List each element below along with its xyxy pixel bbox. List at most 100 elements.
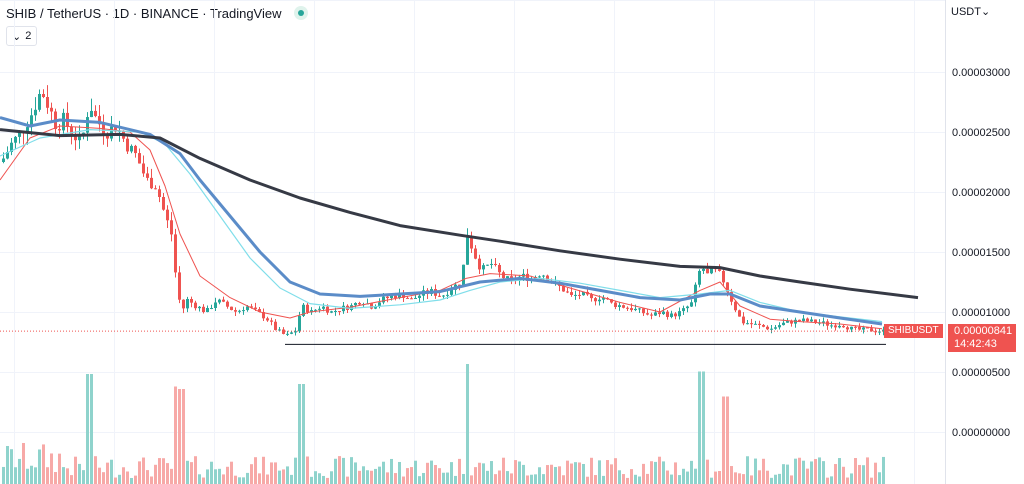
- volume-bar: [166, 463, 169, 484]
- candle-body: [486, 264, 489, 266]
- candle-body: [50, 107, 53, 112]
- volume-bar: [802, 460, 805, 484]
- price-tick-label: 0.00000000: [952, 427, 1010, 439]
- candle-body: [246, 306, 249, 311]
- candle-body: [446, 294, 449, 296]
- volume-bar: [486, 470, 489, 484]
- volume-bar: [706, 459, 709, 484]
- candle-body: [478, 258, 481, 270]
- bar-countdown: 14:42:43: [954, 338, 997, 351]
- candle-body: [662, 311, 665, 315]
- candle-body: [674, 313, 677, 317]
- volume-bar: [694, 468, 697, 484]
- candle-body: [322, 306, 325, 309]
- candle-body: [834, 325, 837, 328]
- volume-bar: [414, 460, 417, 484]
- candle-body: [310, 310, 313, 313]
- moving-average-line: [0, 128, 919, 300]
- volume-bar: [570, 463, 573, 484]
- currency-selector[interactable]: USDT⌄: [951, 5, 990, 18]
- candle-body: [782, 322, 785, 326]
- volume-bar: [598, 460, 601, 484]
- volume-bar: [314, 471, 317, 484]
- candle-body: [202, 306, 205, 313]
- candle-body: [574, 294, 577, 296]
- candle-body: [382, 296, 385, 303]
- volume-bar: [174, 386, 177, 484]
- volume-bar: [154, 464, 157, 484]
- candle-body: [178, 272, 181, 300]
- volume-bar: [270, 462, 273, 484]
- volume-bar: [450, 462, 453, 484]
- volume-bar: [462, 473, 465, 484]
- volume-bar: [322, 475, 325, 484]
- volume-bar: [622, 474, 625, 484]
- volume-bar: [442, 472, 445, 484]
- candle-body: [678, 311, 681, 317]
- candle-body: [142, 163, 145, 174]
- moving-average-line: [0, 125, 883, 330]
- volume-bar: [398, 461, 401, 484]
- candle-body: [406, 297, 409, 299]
- volume-bar: [90, 374, 93, 484]
- candle-body: [798, 319, 801, 322]
- candle-body: [670, 313, 673, 317]
- volume-bar: [782, 464, 785, 484]
- volume-bar: [106, 462, 109, 484]
- volume-bar: [574, 462, 577, 484]
- candle-body: [686, 306, 689, 309]
- candle-body: [754, 323, 757, 325]
- candle-body: [298, 315, 301, 332]
- candle-body: [590, 294, 593, 299]
- volume-bar: [50, 453, 53, 484]
- candle-body: [186, 298, 189, 309]
- volume-bar: [250, 464, 253, 484]
- candle-body: [458, 284, 461, 286]
- volume-bar: [306, 456, 309, 484]
- volume-bar: [222, 474, 225, 484]
- volume-bar: [14, 467, 17, 484]
- price-tick-label: 0.00002500: [952, 127, 1010, 139]
- candle-body: [738, 310, 741, 317]
- candle-body: [702, 268, 705, 271]
- volume-bar: [170, 468, 173, 484]
- volume-bar: [66, 468, 69, 484]
- candle-body: [582, 291, 585, 296]
- volume-bar: [766, 470, 769, 484]
- candle-body: [130, 145, 133, 152]
- candle-body: [766, 326, 769, 330]
- moving-averages: [0, 116, 919, 330]
- volume-bar: [102, 472, 105, 484]
- candle-body: [306, 304, 309, 313]
- volume-bar: [710, 477, 713, 484]
- volume-bar: [374, 468, 377, 484]
- candle-body: [114, 126, 117, 132]
- currency-label: USDT: [951, 6, 981, 18]
- volume-bar: [590, 457, 593, 484]
- volume-bar: [230, 461, 233, 484]
- candle-body: [418, 295, 421, 298]
- volume-bar: [458, 458, 461, 484]
- candle-body: [874, 331, 877, 333]
- candle-body: [746, 323, 749, 325]
- candle-body: [698, 270, 701, 285]
- candle-body: [802, 318, 805, 322]
- candle-body: [394, 295, 397, 299]
- volume-bar: [614, 458, 617, 484]
- volume-bar: [526, 475, 529, 484]
- volume-bar: [682, 468, 685, 484]
- candle-body: [630, 308, 633, 311]
- volume-bar: [606, 460, 609, 484]
- indicators-toggle-button[interactable]: ⌄ 2: [6, 26, 38, 46]
- price-axis: 0.00003000 0.00002500 0.00002000 0.00001500…: [952, 67, 1010, 439]
- candle-body: [822, 321, 825, 323]
- volume-bar: [46, 467, 49, 484]
- candle-body: [10, 142, 13, 152]
- volume-bar: [134, 475, 137, 484]
- volume-bar: [654, 461, 657, 484]
- candle-body: [334, 310, 337, 312]
- volume-bar: [330, 471, 333, 484]
- indicator-count: 2: [25, 30, 32, 42]
- candle-body: [690, 302, 693, 307]
